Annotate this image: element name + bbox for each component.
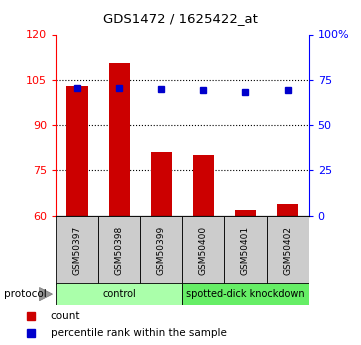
Text: percentile rank within the sample: percentile rank within the sample bbox=[51, 328, 226, 338]
Text: spotted-dick knockdown: spotted-dick knockdown bbox=[186, 289, 305, 299]
Text: GDS1472 / 1625422_at: GDS1472 / 1625422_at bbox=[103, 12, 258, 25]
Bar bbox=[235, 209, 256, 216]
Bar bbox=[56, 283, 182, 305]
Bar bbox=[266, 216, 309, 285]
Text: GSM50401: GSM50401 bbox=[241, 226, 250, 275]
Text: count: count bbox=[51, 311, 80, 321]
Text: GSM50397: GSM50397 bbox=[73, 226, 82, 275]
Bar bbox=[109, 63, 130, 216]
Bar bbox=[56, 216, 98, 285]
Polygon shape bbox=[40, 287, 53, 301]
Bar bbox=[277, 204, 298, 216]
Bar bbox=[225, 216, 266, 285]
Bar bbox=[193, 155, 214, 216]
Bar bbox=[182, 283, 309, 305]
Bar bbox=[140, 216, 182, 285]
Bar bbox=[98, 216, 140, 285]
Text: GSM50402: GSM50402 bbox=[283, 226, 292, 275]
Text: GSM50400: GSM50400 bbox=[199, 226, 208, 275]
Bar bbox=[151, 152, 172, 216]
Bar bbox=[182, 216, 225, 285]
Text: control: control bbox=[102, 289, 136, 299]
Text: protocol: protocol bbox=[4, 289, 46, 299]
Text: GSM50399: GSM50399 bbox=[157, 226, 166, 275]
Bar bbox=[66, 86, 87, 216]
Text: GSM50398: GSM50398 bbox=[115, 226, 123, 275]
